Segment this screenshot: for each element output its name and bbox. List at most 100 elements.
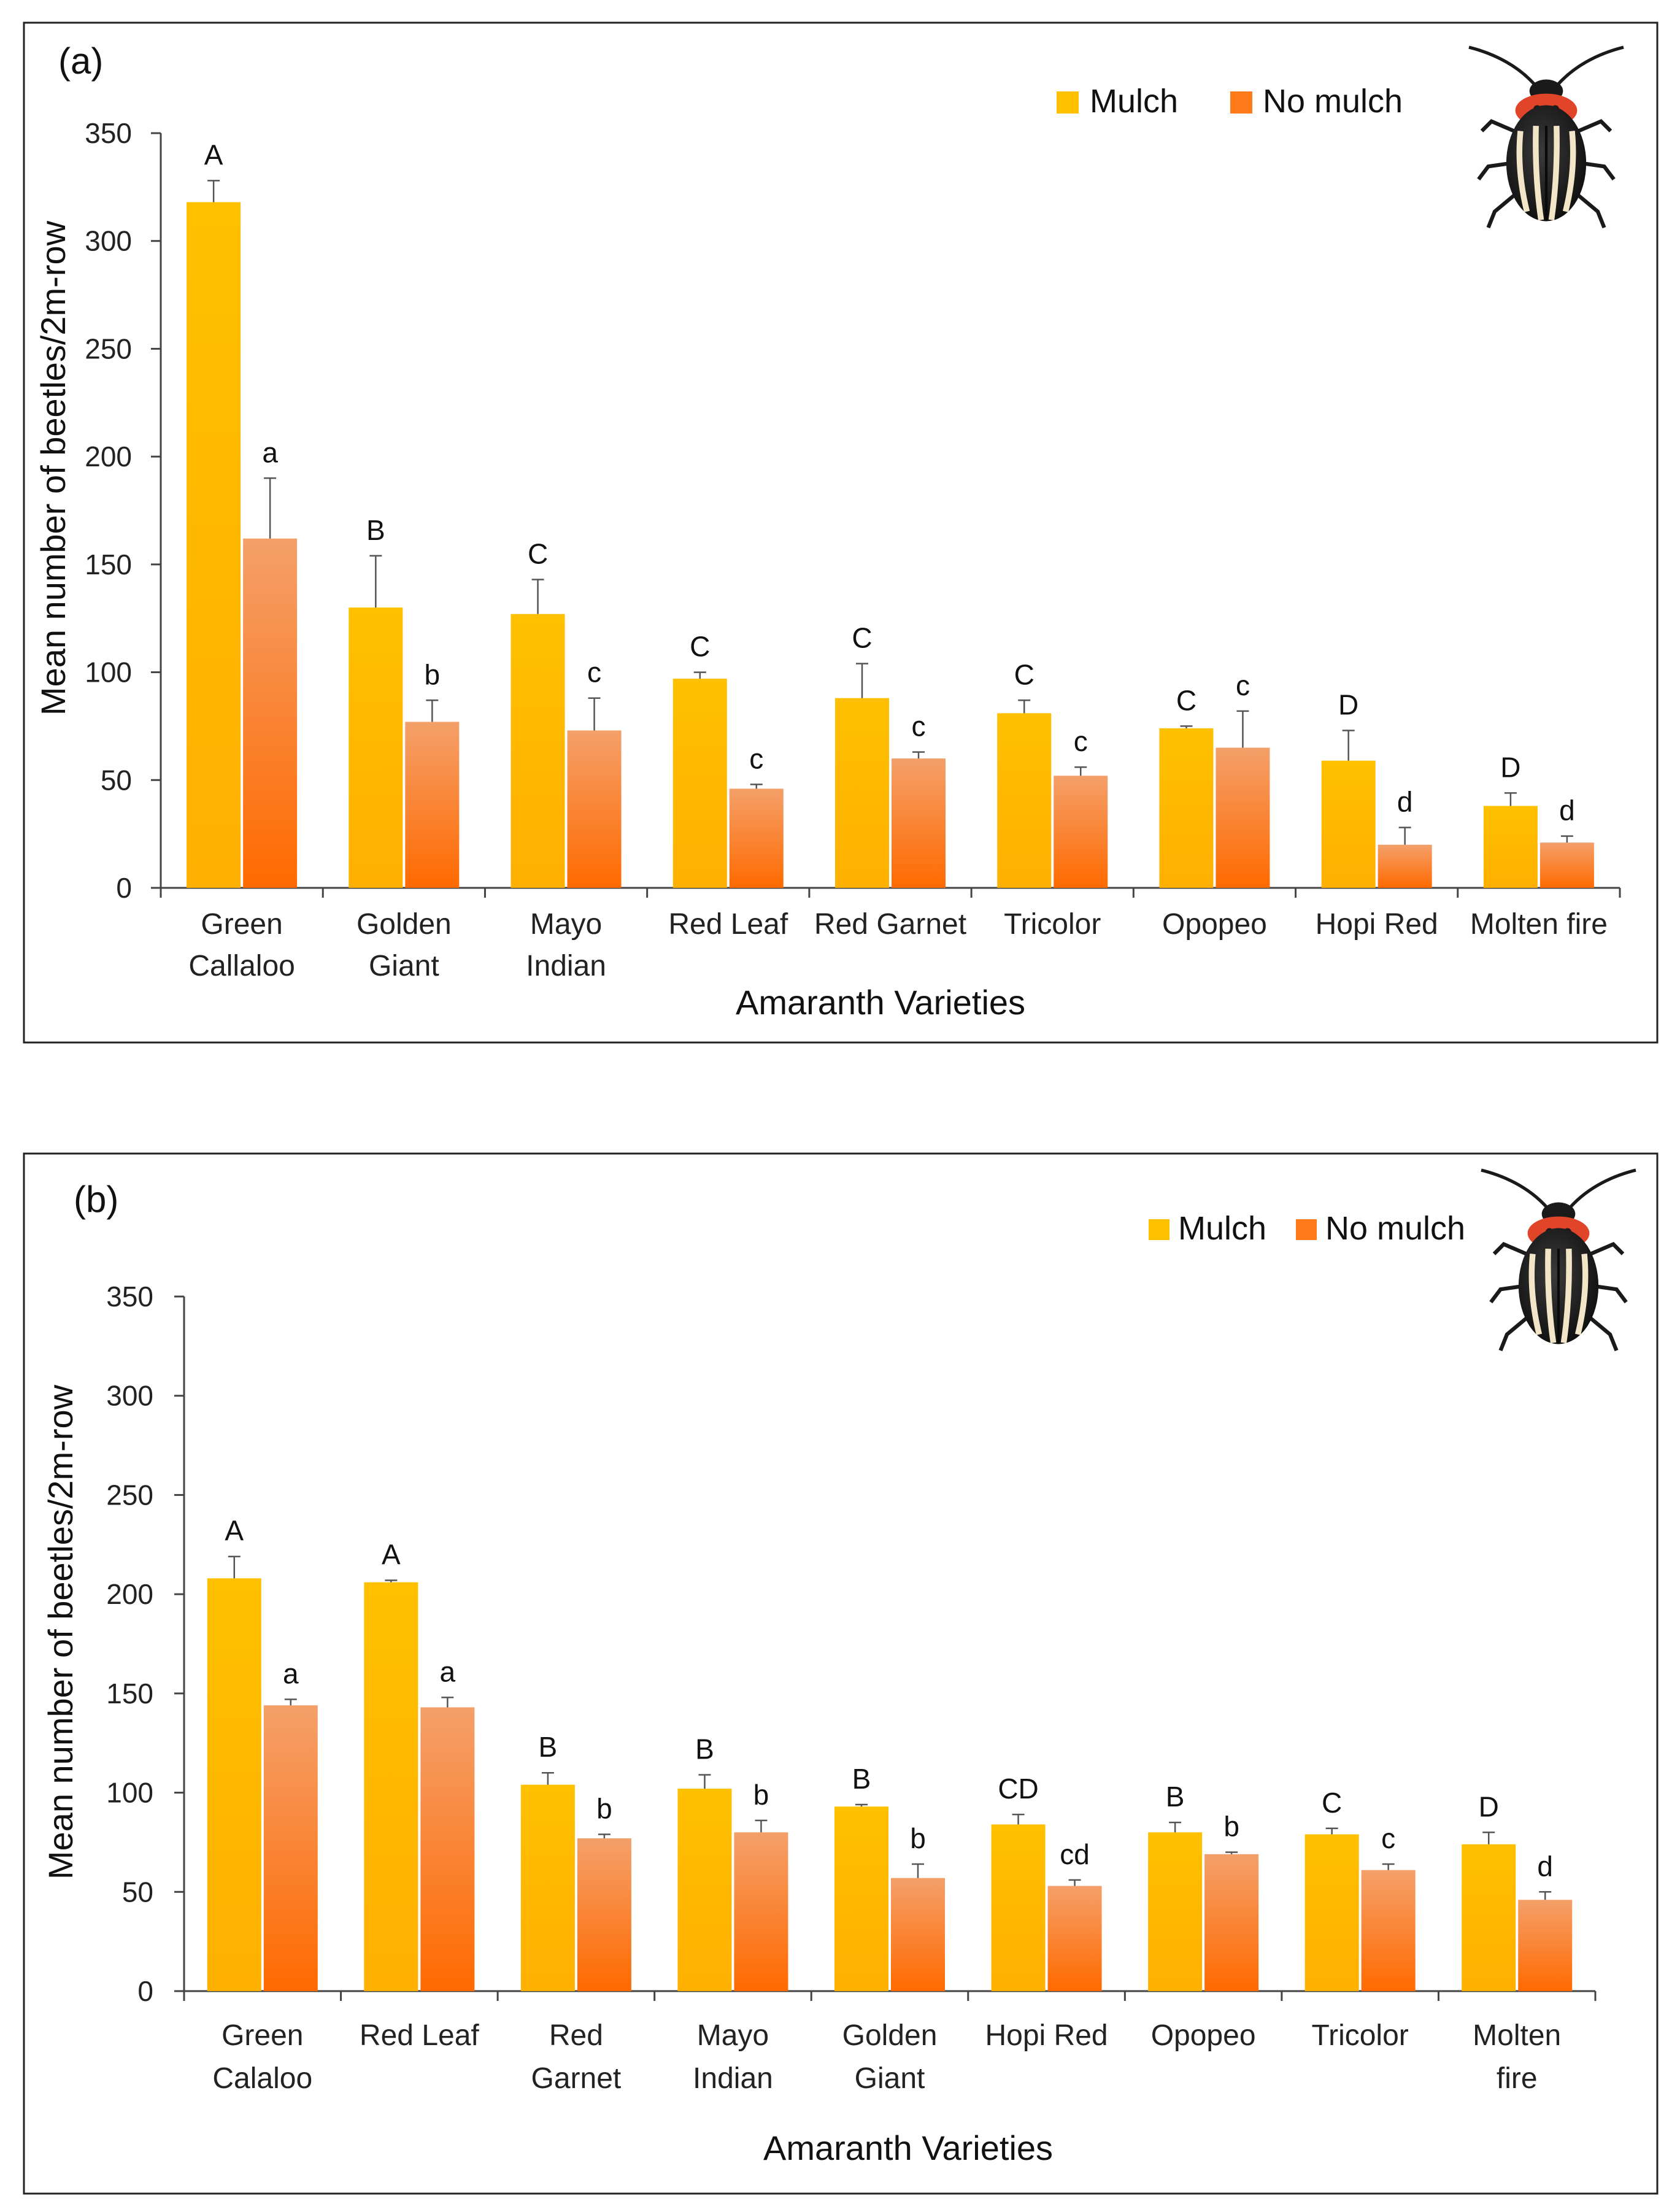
y-tick-label: 350	[106, 1281, 153, 1312]
bar-no-mulch	[1378, 844, 1432, 888]
significance-letter: C	[852, 622, 872, 654]
bar-no-mulch	[567, 730, 622, 888]
bar-no-mulch	[420, 1707, 475, 1991]
bar-mulch	[991, 1824, 1046, 1991]
bar-no-mulch	[1361, 1870, 1416, 1991]
panel-a-legend: Mulch No mulch	[1057, 83, 1403, 120]
bar-no-mulch	[729, 788, 784, 888]
bar-mulch	[364, 1582, 418, 1991]
category-label: Tricolor	[1312, 2019, 1409, 2052]
bar-mulch	[511, 614, 565, 888]
y-tick-label: 0	[116, 872, 132, 904]
panel-b: (b) Mulch No mulch Mean number of beetle…	[23, 1152, 1659, 2195]
y-tick-label: 100	[85, 657, 132, 688]
beetle-icon	[1481, 1170, 1636, 1351]
panel-a-ylabel: Mean number of beetles/2m-row	[34, 220, 72, 715]
panel-a: (a) Mulch No mulch Mean number of beetle…	[23, 21, 1659, 1044]
significance-letter: C	[1176, 684, 1196, 716]
panel-a-frame	[23, 21, 1659, 1044]
significance-letter: B	[852, 1763, 871, 1795]
significance-letter: A	[204, 139, 223, 171]
category-label: Molten fire	[1470, 908, 1608, 941]
category-label: Garnet	[531, 2062, 622, 2095]
significance-letter: a	[283, 1658, 299, 1690]
legend-nomulch-label-a: No mulch	[1263, 83, 1403, 120]
panel-b-xlabel: Amaranth Varieties	[763, 2129, 1053, 2167]
legend-mulch-label-b: Mulch	[1178, 1210, 1266, 1247]
bar-mulch	[1462, 1844, 1516, 1991]
category-label: Opopeo	[1151, 2019, 1256, 2052]
legend-nomulch-label-b: No mulch	[1325, 1210, 1465, 1247]
significance-letter: C	[1322, 1787, 1342, 1819]
significance-letter: B	[539, 1731, 558, 1763]
category-label: Green	[201, 908, 282, 941]
category-label: Red Leaf	[360, 2019, 479, 2052]
bar-mulch	[349, 607, 403, 888]
category-label: Giant	[855, 2062, 925, 2095]
significance-letter: B	[1166, 1781, 1185, 1813]
bar-no-mulch	[892, 758, 946, 888]
significance-letter: CD	[998, 1773, 1038, 1805]
y-tick-label: 300	[85, 225, 132, 257]
category-label: Tricolor	[1004, 908, 1101, 941]
category-label: Green	[222, 2019, 303, 2052]
bar-no-mulch	[891, 1878, 945, 1991]
bar-no-mulch	[263, 1705, 318, 1991]
bar-mulch	[520, 1784, 575, 1991]
significance-letter: c	[749, 742, 763, 774]
significance-letter: c	[1381, 1822, 1395, 1854]
y-tick-label: 250	[106, 1479, 153, 1511]
category-label: Golden	[356, 908, 452, 941]
bar-no-mulch	[1539, 842, 1594, 888]
category-label: Molten	[1473, 2019, 1561, 2052]
legend-mulch-swatch-b	[1149, 1219, 1169, 1240]
bar-no-mulch	[405, 722, 460, 888]
panel-b-plot: 0 50 100 150 200 250 300 350 Green Calaloo Red Lea…	[106, 1281, 1597, 2095]
panel-b-legend: Mulch No mulch	[1149, 1210, 1465, 1247]
bar-no-mulch	[243, 538, 298, 888]
significance-letter: d	[1559, 795, 1575, 827]
significance-letter: C	[690, 631, 710, 663]
category-label: Red	[549, 2019, 603, 2052]
y-tick-label: 150	[85, 549, 132, 580]
significance-letter: d	[1537, 1850, 1553, 1882]
category-label: Red Garnet	[814, 908, 966, 941]
bar-mulch	[834, 1806, 888, 1991]
bar-mulch	[1159, 728, 1214, 888]
category-label: Hopi Red	[1316, 908, 1438, 941]
panel-b-frame	[23, 1152, 1659, 2195]
significance-letter: b	[1223, 1811, 1239, 1843]
category-label: Golden	[842, 2019, 938, 2052]
category-label: Red Leaf	[668, 908, 788, 941]
bar-mulch	[187, 202, 241, 888]
category-label: Indian	[526, 950, 606, 982]
bar-mulch	[207, 1578, 261, 1991]
significance-letter: c	[1236, 669, 1250, 701]
bar-no-mulch	[577, 1838, 631, 1991]
panel-a-plot: 0 50 100 150 200 250 300 350 Green Callaloo Golden…	[85, 117, 1621, 982]
significance-letter: b	[425, 658, 441, 690]
bar-mulch	[1483, 806, 1538, 888]
panel-a-label: (a)	[58, 40, 103, 82]
bar-mulch	[1304, 1834, 1359, 1991]
significance-letter: B	[366, 514, 385, 546]
category-label: Indian	[693, 2062, 773, 2095]
significance-letter: A	[382, 1539, 401, 1571]
beetle-icon	[1469, 47, 1624, 228]
bar-mulch	[672, 679, 727, 888]
y-tick-label: 50	[122, 1876, 153, 1908]
y-tick-label: 350	[85, 117, 132, 149]
bar-no-mulch	[1047, 1886, 1102, 1991]
y-tick-label: 300	[106, 1380, 153, 1412]
panel-b-ylabel: Mean number of beetles/2m-row	[41, 1384, 80, 1879]
bar-no-mulch	[734, 1832, 788, 1991]
significance-letter: D	[1338, 688, 1358, 720]
significance-letter: A	[225, 1515, 244, 1547]
bar-mulch	[997, 713, 1052, 888]
bar-no-mulch	[1054, 776, 1108, 888]
significance-letter: b	[910, 1822, 926, 1854]
y-tick-label: 150	[106, 1678, 153, 1709]
category-label: Opopeo	[1162, 908, 1267, 941]
legend-nomulch-swatch-a	[1230, 91, 1252, 114]
